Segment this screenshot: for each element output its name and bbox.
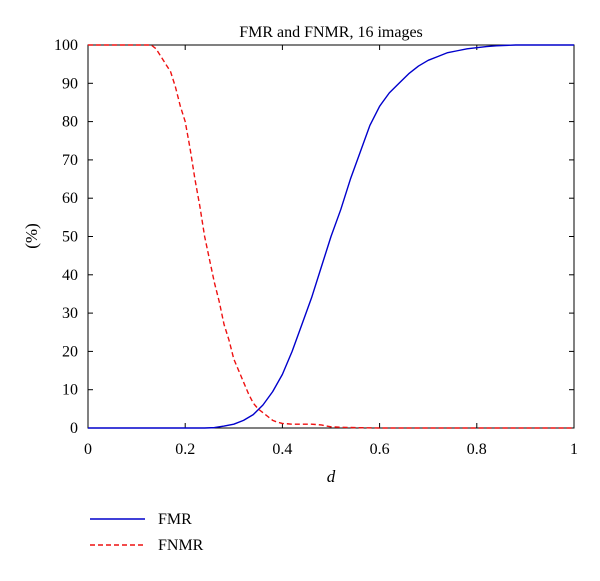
x-tick-label-0-2: 0.2	[175, 441, 195, 458]
plot-area: 0 0.2 0.4 0.6 0.8 1 0 10 20 30 40 50 60 70 80 90 100	[54, 37, 578, 458]
legend-label-fnmr: FNMR	[158, 537, 204, 554]
y-tick-label-90: 90	[62, 75, 78, 92]
y-tick-label-70: 70	[62, 152, 78, 169]
y-tick-label-80: 80	[62, 114, 78, 131]
y-tick-label-0: 0	[70, 420, 78, 437]
series-line-fmr	[88, 44, 574, 429]
y-tick-label-10: 10	[62, 382, 78, 399]
x-tick-label-0-6: 0.6	[370, 441, 390, 458]
y-tick-label-60: 60	[62, 190, 78, 207]
x-tick-label-0: 0	[84, 441, 92, 458]
y-axis-ticks: 0 10 20 30 40 50 60 70 80 90 100	[54, 37, 574, 437]
x-tick-label-1: 1	[570, 441, 578, 458]
y-tick-label-50: 50	[62, 229, 78, 246]
y-tick-label-40: 40	[62, 267, 78, 284]
y-tick-label-30: 30	[62, 305, 78, 322]
chart-title: FMR and FNMR, 16 images	[239, 24, 423, 41]
series-line-fnmr	[88, 44, 574, 429]
x-tick-label-0-8: 0.8	[467, 441, 487, 458]
series-layer	[88, 44, 574, 429]
y-axis-label: (%)	[22, 223, 41, 248]
legend: FMR FNMR	[90, 511, 204, 554]
y-tick-label-20: 20	[62, 343, 78, 360]
y-tick-label-100: 100	[54, 37, 78, 54]
x-tick-label-0-4: 0.4	[272, 441, 292, 458]
x-axis-label: d	[327, 467, 336, 486]
x-axis-ticks: 0 0.2 0.4 0.6 0.8 1	[84, 45, 578, 458]
legend-label-fmr: FMR	[158, 511, 192, 528]
